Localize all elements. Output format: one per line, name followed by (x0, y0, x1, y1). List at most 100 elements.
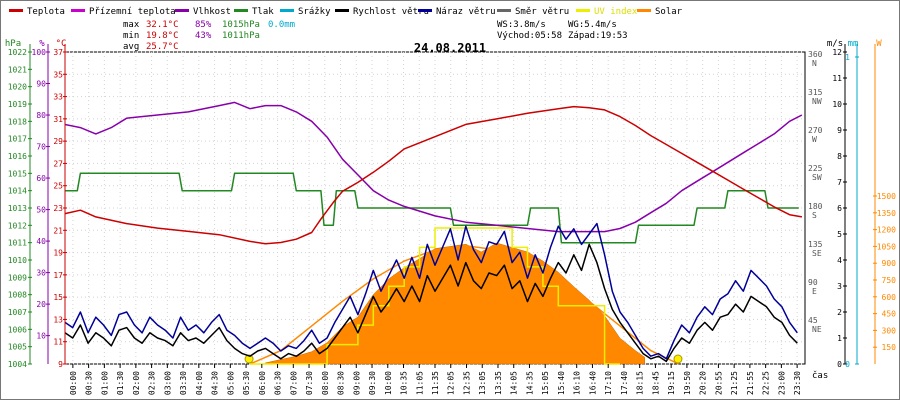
legend-label: Náraz větru (436, 7, 496, 17)
time-tick-label: 13:05 (478, 371, 487, 395)
w-tick-label: 900 (882, 259, 897, 268)
c-tick-label: 37 (53, 48, 63, 57)
time-tick-label: 04:00 (195, 371, 204, 395)
time-tick-label: 18:15 (636, 371, 645, 395)
legend-swatch (234, 9, 248, 12)
ms-tick-label: 12 (832, 48, 842, 57)
w-tick-label: 1200 (877, 226, 896, 235)
direction-compass-label: E (812, 287, 817, 296)
c-tick-label: 11 (53, 338, 63, 347)
time-tick-label: 02:30 (148, 371, 157, 395)
time-tick-label: 14:05 (510, 371, 519, 395)
legend-swatch (71, 9, 85, 12)
pressure-line (65, 172, 799, 244)
time-tick-label: 14:35 (525, 371, 534, 395)
hpa-tick-label: 1013 (8, 204, 27, 213)
c-tick-label: 9 (58, 360, 63, 369)
pct-tick-label: 40 (36, 237, 46, 246)
c-tick-label: 23 (53, 204, 63, 213)
ms-tick-label: 3 (837, 282, 842, 291)
legend-swatch (497, 9, 511, 12)
legend-swatch (335, 9, 349, 12)
stat-sunset: Západ:19:53 (568, 31, 628, 41)
hpa-tick-label: 1019 (8, 100, 27, 109)
time-tick-label: 02:00 (132, 371, 141, 395)
ms-tick-label: 1 (837, 334, 842, 343)
legend-swatch (175, 9, 189, 12)
direction-compass-label: SW (812, 173, 822, 182)
mm-tick-label: 0 (845, 360, 850, 369)
direction-compass-label: NE (812, 325, 822, 334)
c-tick-label: 31 (53, 115, 63, 124)
mm-tick-label: 1 (845, 53, 850, 62)
time-tick-label: 18:45 (651, 371, 660, 395)
ms-tick-label: 11 (832, 74, 842, 83)
pct-tick-label: 70 (36, 143, 46, 152)
hpa-tick-label: 1022 (8, 48, 27, 57)
time-tick-label: 09:00 (352, 371, 361, 395)
hpa-tick-label: 1007 (8, 308, 27, 317)
time-tick-label: 03:00 (163, 371, 172, 395)
time-tick-label: 07:00 (289, 371, 298, 395)
legend-label: Vlhkost (193, 7, 231, 17)
pct-tick-label: 60 (36, 174, 46, 183)
hpa-tick-label: 1009 (8, 273, 27, 282)
direction-degree-label: 270 (808, 126, 823, 135)
legend-label: Směr větru (515, 7, 569, 17)
time-tick-label: 05:00 (226, 371, 235, 395)
c-tick-label: 17 (53, 271, 63, 280)
mm-axis-title: mm (848, 39, 859, 49)
time-tick-label: 15:05 (541, 371, 550, 395)
w-tick-label: 450 (882, 310, 897, 319)
legend-swatch (576, 9, 590, 12)
direction-degree-label: 180 (808, 202, 823, 211)
legend-label: Rychlost větru (353, 7, 429, 17)
legend-swatch (280, 9, 294, 12)
c-tick-label: 13 (53, 315, 63, 324)
stat-avg-label: avg (123, 42, 139, 52)
temperature-line (64, 105, 803, 245)
c-tick-label: 29 (53, 137, 63, 146)
direction-compass-label: W (812, 135, 817, 144)
hpa-axis-title: hPa (5, 39, 21, 49)
time-tick-label: 21:25 (730, 371, 739, 395)
ms-axis-title: m/s (827, 39, 843, 49)
time-tick-label: 11:05 (415, 371, 424, 395)
hpa-tick-label: 1006 (8, 325, 27, 334)
direction-degree-label: 45 (808, 316, 818, 325)
time-tick-label: 05:30 (242, 371, 251, 395)
time-tick-label: 16:10 (573, 371, 582, 395)
time-tick-label: 08:30 (337, 371, 346, 395)
w-tick-label: 300 (882, 326, 897, 335)
w-tick-label: 1500 (877, 192, 896, 201)
pct-tick-label: 10 (36, 332, 46, 341)
ms-tick-label: 7 (837, 178, 842, 187)
hpa-tick-label: 1008 (8, 291, 27, 300)
c-tick-label: 21 (53, 226, 63, 235)
c-tick-label: 19 (53, 249, 63, 258)
legend-label: UV index (594, 7, 638, 17)
legend-label: Tlak (252, 7, 274, 17)
time-tick-label: 19:15 (667, 371, 676, 395)
hpa-tick-label: 1016 (8, 152, 27, 161)
hpa-tick-label: 1010 (8, 256, 27, 265)
pct-tick-label: 20 (36, 300, 46, 309)
c-tick-label: 25 (53, 182, 63, 191)
stat-sunrise: Východ:05:58 (497, 31, 562, 41)
pct-axis-title: % (39, 39, 45, 49)
stat-avg-temp: 25.7°C (146, 42, 179, 52)
hpa-tick-label: 1018 (8, 117, 27, 126)
time-tick-label: 10:35 (400, 371, 409, 395)
time-tick-label: 22:25 (762, 371, 771, 395)
time-tick-label: 08:00 (321, 371, 330, 395)
time-tick-label: 07:30 (305, 371, 314, 395)
ms-tick-label: 6 (837, 204, 842, 213)
direction-degree-label: 315 (808, 88, 823, 97)
legend: Teplota Přízemní teplota Vlhkost Tlak Srážky… (9, 7, 683, 17)
stat-max-label: max (123, 20, 140, 30)
time-tick-label: 12:05 (447, 371, 456, 395)
hpa-tick-label: 1014 (8, 187, 27, 196)
sunrise-marker (244, 354, 254, 364)
time-tick-label: 17:10 (604, 371, 613, 395)
time-tick-label: 21:55 (746, 371, 755, 395)
